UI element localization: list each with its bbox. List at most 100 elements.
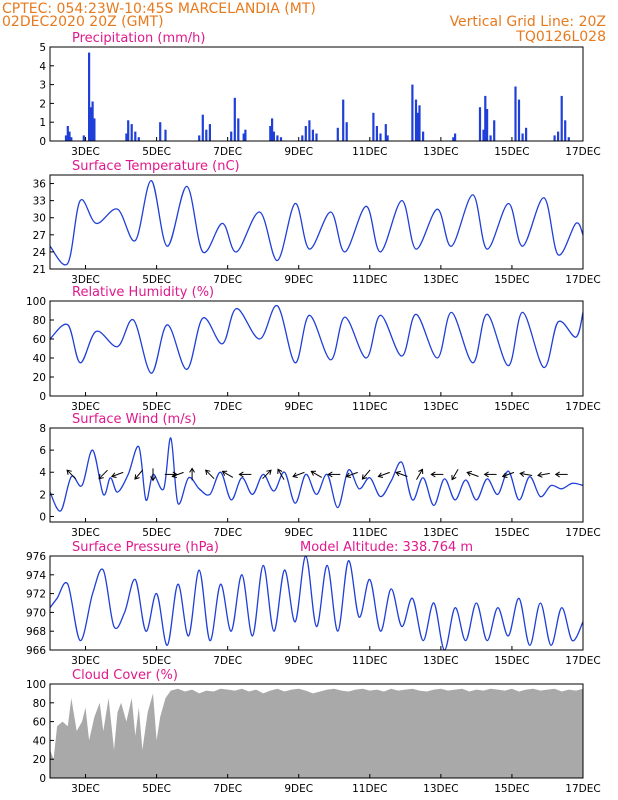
wind-arrow bbox=[361, 469, 371, 480]
temperature-xtick-label: 9DEC bbox=[284, 274, 313, 286]
pressure-xtick-label: 9DEC bbox=[284, 655, 313, 667]
wind-arrow bbox=[451, 469, 459, 481]
cloud-xtick-label: 9DEC bbox=[284, 783, 313, 795]
panel-temperature: Surface Temperature (nC) 21 24 27 30 33 36 3DEC… bbox=[33, 159, 601, 286]
humidity-xtick-label: 13DEC bbox=[423, 401, 458, 413]
precip-title: Precipitation (mm/h) bbox=[72, 31, 205, 46]
header-run-time: 02DEC2020 20Z (GMT) bbox=[2, 14, 164, 30]
precip-bar bbox=[567, 137, 570, 141]
humidity-ytick-label: 20 bbox=[33, 372, 46, 384]
precip-bar bbox=[301, 135, 304, 141]
wind-arrow bbox=[430, 471, 444, 478]
wind-arrow-head bbox=[327, 471, 333, 478]
wind-arrow-head bbox=[189, 467, 196, 473]
wind-arrow bbox=[345, 471, 358, 478]
precip-ytick-label: 3 bbox=[39, 80, 46, 92]
wind-arrow-shaft bbox=[292, 471, 305, 477]
wind-arrow-shaft bbox=[467, 471, 479, 477]
wind-arrow bbox=[66, 469, 76, 480]
cloud-xtick-label: 15DEC bbox=[494, 783, 529, 795]
wind-arrow-head bbox=[361, 474, 368, 480]
wind-arrow bbox=[189, 467, 196, 481]
wind-arrow-head bbox=[111, 472, 117, 478]
temperature-frame bbox=[49, 174, 584, 270]
wind-arrow-shaft bbox=[395, 471, 408, 477]
precip-bar bbox=[308, 120, 311, 141]
precip-bar bbox=[521, 133, 524, 141]
pressure-xtick-label: 13DEC bbox=[423, 655, 458, 667]
precip-bar bbox=[478, 107, 482, 141]
temperature-line bbox=[49, 180, 584, 266]
wind-ytick-label: 2 bbox=[39, 489, 46, 501]
precip-bar bbox=[201, 114, 204, 141]
precip-xtick-label: 5DEC bbox=[142, 146, 171, 158]
wind-arrow-shaft bbox=[205, 469, 215, 480]
temperature-ytick-label: 36 bbox=[33, 179, 47, 191]
wind-arrow-shaft bbox=[416, 469, 423, 480]
precip-bar bbox=[553, 135, 556, 141]
precip-bar bbox=[411, 84, 414, 141]
precip-bar bbox=[379, 133, 382, 141]
temperature-title: Surface Temperature (nC) bbox=[72, 159, 240, 174]
pressure-annotation: Model Altitude: 338.764 m bbox=[300, 540, 473, 555]
wind-arrow-head bbox=[98, 473, 104, 480]
precip-bar bbox=[560, 95, 563, 141]
wind-arrow-head bbox=[483, 471, 489, 478]
wind-arrow bbox=[416, 468, 424, 480]
precip-bar bbox=[311, 129, 314, 141]
header-model: TQ0126L028 bbox=[515, 29, 606, 45]
temperature-xtick-label: 17DEC bbox=[565, 274, 600, 286]
precip-bar bbox=[454, 133, 457, 141]
wind-arrow bbox=[221, 470, 234, 478]
wind-arrow-head bbox=[205, 469, 211, 475]
panel-precip: Precipitation (mm/h) 0 1 2 3 4 5 3DEC 5DEC 7DEC 9D… bbox=[39, 31, 600, 158]
precip-xtick-label: 13DEC bbox=[423, 146, 458, 158]
wind-arrow-shaft bbox=[502, 471, 515, 477]
humidity-xtick-label: 5DEC bbox=[142, 401, 171, 413]
precip-bar bbox=[489, 135, 492, 141]
panel-wind: Surface Wind (m/s) 0 2 4 6 8 3DEC 5DEC 7DEC 9DEC 1… bbox=[39, 412, 600, 539]
pressure-ytick-label: 966 bbox=[26, 645, 46, 657]
humidity-ytick-label: 40 bbox=[33, 353, 46, 365]
precip-bar bbox=[452, 137, 455, 141]
temperature-ytick-label: 21 bbox=[33, 264, 46, 276]
precip-bar bbox=[276, 135, 279, 141]
precip-xtick-label: 9DEC bbox=[284, 146, 313, 158]
pressure-xtick-label: 5DEC bbox=[142, 655, 171, 667]
cloud-xtick-label: 5DEC bbox=[142, 783, 171, 795]
humidity-frame bbox=[49, 300, 584, 397]
precip-bar bbox=[208, 124, 211, 141]
wind-xtick-label: 3DEC bbox=[71, 527, 100, 539]
cloud-xtick-label: 17DEC bbox=[565, 783, 600, 795]
precip-bar bbox=[336, 127, 339, 141]
temperature-ytick-label: 30 bbox=[33, 213, 46, 225]
precip-bar bbox=[164, 129, 167, 141]
wind-arrow-head bbox=[377, 472, 384, 478]
humidity-xtick-label: 17DEC bbox=[565, 401, 600, 413]
precip-ytick-label: 0 bbox=[39, 136, 46, 148]
wind-arrow bbox=[111, 471, 124, 478]
precip-bar bbox=[91, 101, 94, 141]
wind-arrow-shaft bbox=[378, 471, 390, 477]
precip-bar bbox=[137, 137, 140, 141]
wind-arrow bbox=[277, 468, 285, 480]
pressure-frame bbox=[49, 555, 584, 651]
wind-arrow bbox=[262, 469, 272, 480]
wind-arrow-head bbox=[430, 471, 436, 478]
wind-xtick-label: 17DEC bbox=[565, 527, 600, 539]
cloud-xtick-label: 13DEC bbox=[423, 783, 458, 795]
panel-humidity: Relative Humidity (%) 0 20 40 60 80 100 3DEC 5DE… bbox=[26, 285, 601, 413]
pressure-ytick-label: 976 bbox=[26, 551, 46, 563]
pressure-ytick-label: 968 bbox=[26, 626, 46, 638]
cloud-ytick-label: 40 bbox=[33, 735, 46, 747]
pressure-title: Surface Pressure (hPa) bbox=[72, 540, 219, 555]
wind-frame bbox=[49, 427, 584, 523]
precip-bar bbox=[372, 112, 375, 141]
cloud-xtick-label: 3DEC bbox=[71, 783, 100, 795]
precip-bar bbox=[66, 126, 69, 141]
panel-pressure: Surface Pressure (hPa) Model Altitude: 33… bbox=[26, 540, 601, 667]
wind-arrow-head bbox=[150, 476, 156, 482]
wind-arrow-shaft bbox=[111, 471, 124, 477]
wind-arrow-shaft bbox=[451, 469, 459, 480]
